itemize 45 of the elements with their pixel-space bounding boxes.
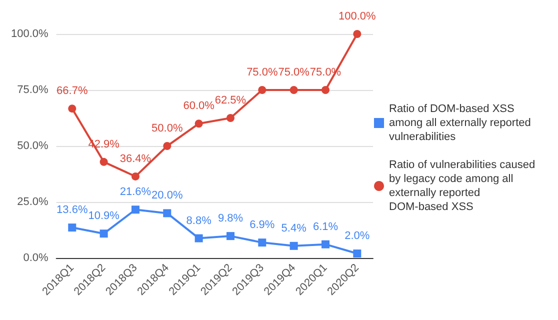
point bbox=[163, 142, 172, 150]
data-label: 6.1% bbox=[312, 220, 338, 233]
data-label: 2.0% bbox=[344, 230, 370, 242]
data-label: 9.8% bbox=[218, 212, 244, 225]
data-label: 60.0% bbox=[183, 100, 215, 112]
point bbox=[194, 120, 203, 128]
point bbox=[100, 158, 108, 166]
data-label: 8.8% bbox=[186, 214, 212, 227]
data-label: 10.9% bbox=[88, 210, 120, 222]
point bbox=[68, 224, 76, 232]
y-tick-label: 25.0% bbox=[17, 196, 49, 208]
point bbox=[353, 250, 362, 258]
point bbox=[290, 86, 298, 94]
point bbox=[226, 232, 234, 240]
y-tick-label: 0.0% bbox=[23, 252, 49, 264]
point bbox=[68, 104, 76, 113]
data-label: 20.0% bbox=[152, 190, 183, 202]
point bbox=[194, 234, 203, 242]
legend-label: Ratio of vulnerabilities caused by legacy code among all externally reported DOM-based XSS bbox=[389, 159, 538, 213]
point bbox=[226, 114, 234, 122]
data-label: 66.7% bbox=[56, 85, 88, 98]
y-tick-label: 75.0% bbox=[17, 84, 49, 96]
point bbox=[322, 86, 330, 94]
point bbox=[131, 206, 140, 214]
data-label: 21.6% bbox=[120, 186, 152, 198]
point bbox=[290, 242, 298, 250]
data-label: 6.9% bbox=[250, 219, 275, 232]
point bbox=[258, 238, 266, 247]
y-tick-label: 100.0% bbox=[10, 28, 49, 40]
point bbox=[131, 172, 140, 180]
point bbox=[321, 240, 330, 248]
point bbox=[258, 86, 266, 94]
point bbox=[353, 30, 362, 38]
data-label: 75.0% bbox=[246, 66, 278, 78]
data-label: 100.0% bbox=[338, 10, 376, 22]
point bbox=[100, 230, 108, 238]
point bbox=[163, 209, 172, 218]
data-label: 36.4% bbox=[120, 152, 152, 165]
data-label: 50.0% bbox=[152, 122, 183, 134]
data-label: 62.5% bbox=[214, 94, 246, 106]
data-label: 75.0% bbox=[278, 66, 310, 78]
y-tick-label: 50.0% bbox=[17, 140, 49, 152]
legend-label: Ratio of DOM-based XSS among all externally reported vulnerabilities bbox=[389, 103, 534, 143]
data-label: 5.4% bbox=[281, 222, 307, 234]
data-label: 13.6% bbox=[56, 204, 88, 216]
